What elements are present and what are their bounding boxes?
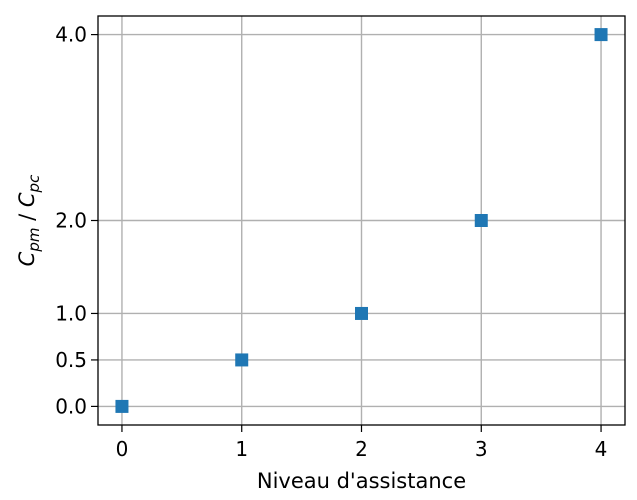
x-tick-label: 3 (475, 437, 488, 461)
y-label-base-2: C (15, 192, 39, 207)
y-tick-label: 0.0 (55, 394, 87, 418)
y-label-base-1: C (15, 251, 39, 266)
x-tick-label: 2 (355, 437, 368, 461)
y-tick-label: 0.5 (55, 348, 87, 372)
y-tick-label: 2.0 (55, 209, 87, 233)
y-axis-label: Cpm / Cpc (15, 174, 43, 266)
y-label-separator: / (15, 207, 39, 227)
plot-frame (97, 15, 626, 426)
y-label-sub-2: pc (25, 174, 43, 194)
ticks: 0 1 2 3 4 0.0 0.5 1.0 2.0 4.0 (55, 23, 607, 461)
y-tick-label: 1.0 (55, 301, 87, 325)
x-tick-label: 1 (235, 437, 248, 461)
x-axis-label: Niveau d'assistance (257, 469, 466, 493)
y-label-sub-1: pm (25, 228, 43, 253)
y-tick-label: 4.0 (55, 23, 87, 47)
data-point-marker (355, 306, 368, 320)
x-tick-label: 0 (116, 437, 129, 461)
data-point-marker (115, 399, 129, 413)
grid (98, 16, 625, 425)
data-point-marker (474, 214, 488, 227)
data-point-marker (235, 353, 249, 367)
x-tick-label: 4 (595, 437, 608, 461)
data-point-marker (594, 28, 608, 42)
data-markers (115, 28, 608, 413)
